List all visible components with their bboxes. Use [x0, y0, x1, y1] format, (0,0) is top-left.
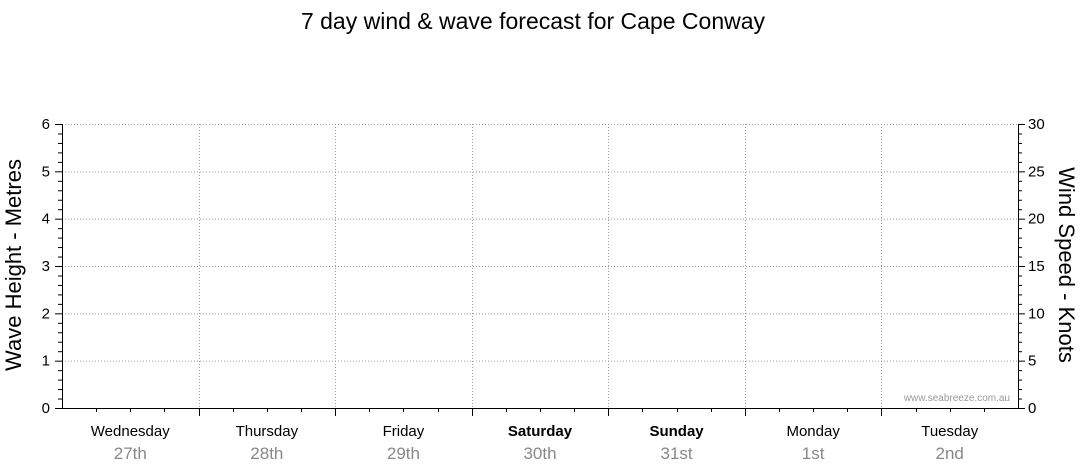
day-date-label: 29th [387, 444, 420, 463]
day-date-label: 1st [802, 444, 825, 463]
left-axis-label: Wave Height - Metres [1, 159, 26, 371]
day-name-label: Sunday [649, 423, 704, 440]
right-axis: 0 5 10 15 20 25 30 [1018, 116, 1045, 417]
day-date-label: 30th [523, 444, 556, 463]
day-name-label: Monday [786, 423, 840, 440]
day-date-label: 31st [661, 444, 693, 463]
left-tick-label: 0 [42, 400, 50, 417]
watermark: www.seabreeze.com.au [903, 393, 1010, 404]
day-name-label: Wednesday [91, 423, 170, 440]
right-tick-label: 0 [1028, 400, 1036, 417]
x-axis: Wednesday 27th Thursday 28th Friday 29th Satur… [91, 408, 985, 463]
right-tick-label: 30 [1028, 116, 1045, 133]
right-tick-label: 15 [1028, 258, 1045, 275]
left-axis: 0 1 2 3 4 5 6 [42, 116, 62, 417]
left-tick-label: 6 [42, 116, 50, 133]
right-tick-label: 20 [1028, 211, 1045, 228]
left-tick-label: 3 [42, 258, 50, 275]
day-name-label: Friday [383, 423, 425, 440]
left-tick-label: 2 [42, 305, 50, 322]
day-name-label: Thursday [236, 423, 299, 440]
right-tick-label: 25 [1028, 163, 1045, 180]
left-tick-label: 5 [42, 163, 50, 180]
right-tick-label: 5 [1028, 353, 1036, 370]
day-date-label: 27th [114, 444, 147, 463]
right-axis-label: Wind Speed - Knots [1054, 167, 1079, 363]
day-name-label: Saturday [508, 423, 573, 440]
day-name-label: Tuesday [921, 423, 978, 440]
grid-lines [62, 124, 1018, 408]
day-date-label: 2nd [936, 444, 964, 463]
day-date-label: 28th [250, 444, 283, 463]
chart-title: 7 day wind & wave forecast for Cape Conw… [301, 8, 766, 34]
left-tick-label: 4 [42, 211, 50, 228]
left-tick-label: 1 [42, 353, 50, 370]
right-tick-label: 10 [1028, 305, 1045, 322]
